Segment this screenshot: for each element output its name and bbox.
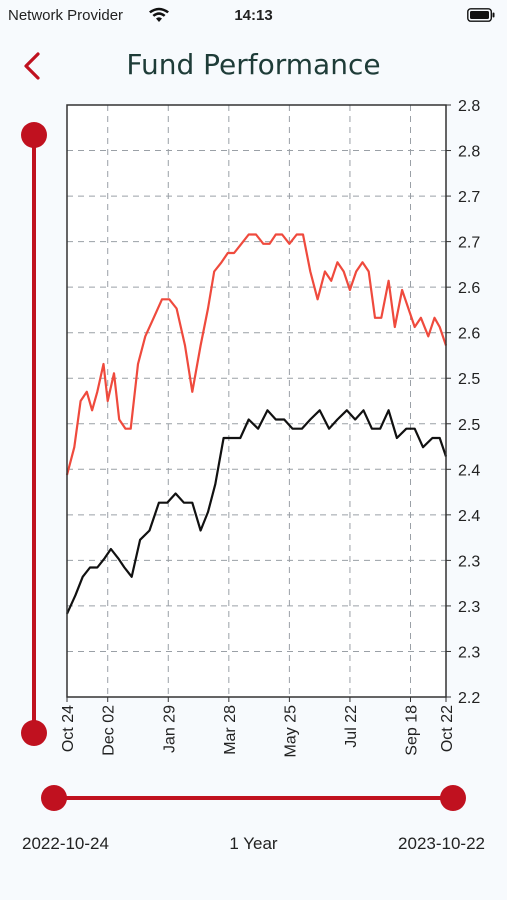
y-tick-label: 2.6 (458, 280, 480, 297)
series-line-2 (65, 409, 448, 615)
y-tick-label: 2.7 (458, 235, 480, 252)
fund-performance-chart: 2.2 2.3 2.3 2.3 2.4 2.4 2.5 2.5 2.6 2.6 2.7 2.7 2.8 2… (60, 98, 480, 757)
chevron-left-icon (24, 52, 40, 80)
battery-icon (467, 8, 495, 22)
y-tick-label: 2.5 (458, 371, 480, 388)
x-tick-label: Jan 29 (161, 705, 178, 753)
y-tick-label: 2.8 (458, 144, 480, 161)
date-range-handle-end[interactable] (440, 785, 466, 811)
y-tick-label: 2.4 (458, 508, 480, 525)
x-tick-label: Sep 18 (404, 705, 421, 756)
series-line-1 (65, 233, 448, 476)
x-tick-label: Dec 02 (101, 705, 118, 756)
date-range-track[interactable] (54, 796, 454, 800)
carrier-label: Network Provider (8, 7, 124, 24)
x-tick-label: May 25 (282, 705, 299, 758)
x-tick-label: Oct 24 (60, 705, 77, 752)
x-tick-label: Jul 22 (343, 705, 360, 748)
plot-background (67, 105, 446, 697)
y-tick-label: 2.4 (458, 462, 480, 479)
y-tick-label: 2.7 (458, 189, 480, 206)
series-lines (65, 233, 448, 615)
vertical-range-track[interactable] (32, 135, 36, 735)
back-button[interactable] (14, 48, 50, 84)
plot-frame (66, 104, 447, 698)
range-end-date: 2023-10-22 (398, 834, 485, 853)
wifi-icon (149, 7, 169, 22)
vertical-range-handle-bottom[interactable] (21, 720, 47, 746)
x-axis-ticks: Oct 24 Dec 02 Jan 29 Mar 28 May 25 Jul 22 Sep … (60, 697, 456, 757)
y-tick-label: 2.6 (458, 326, 480, 343)
y-tick-label: 2.2 (458, 690, 480, 707)
range-start-date: 2022-10-24 (22, 834, 109, 853)
range-period: 1 Year (229, 834, 278, 853)
y-tick-label: 2.3 (458, 644, 480, 661)
clock: 14:13 (234, 7, 273, 24)
y-tick-label: 2.8 (458, 98, 480, 115)
page-title: Fund Performance (126, 48, 381, 81)
y-tick-label: 2.3 (458, 553, 480, 570)
date-range-handle-start[interactable] (41, 785, 67, 811)
y-axis-ticks: 2.2 2.3 2.3 2.3 2.4 2.4 2.5 2.5 2.6 2.6 2.7 2.7 2.8 2… (446, 98, 480, 707)
x-tick-label: Oct 22 (439, 705, 456, 752)
vertical-range-handle-top[interactable] (21, 122, 47, 148)
y-tick-label: 2.3 (458, 599, 480, 616)
grid-lines (67, 105, 446, 697)
y-tick-label: 2.5 (458, 417, 480, 434)
x-tick-label: Mar 28 (222, 705, 239, 755)
status-bar: Network Provider 14:13 (0, 0, 507, 30)
